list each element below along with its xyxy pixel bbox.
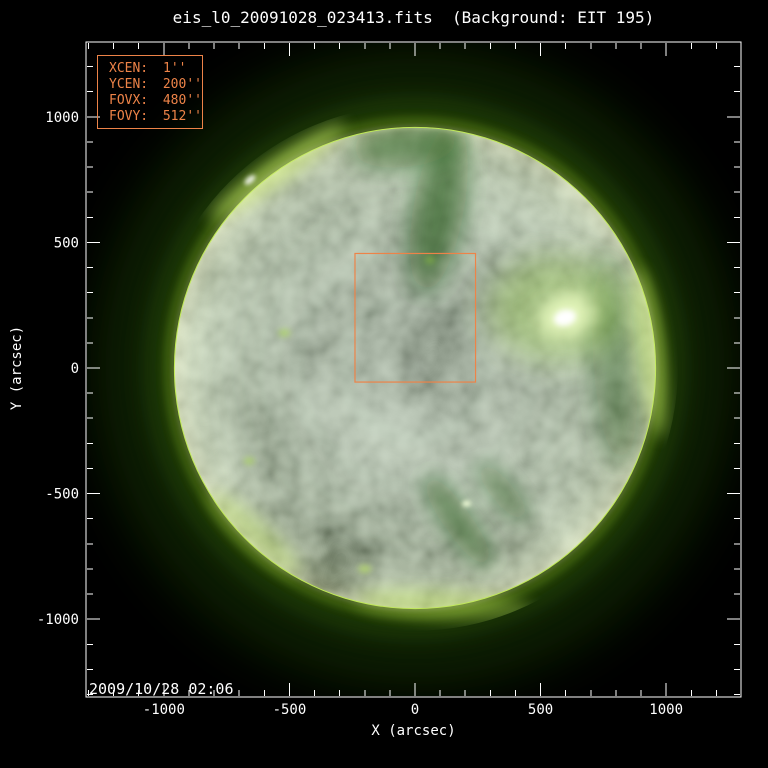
sun-feature-bright-point-2 [278, 328, 291, 337]
y-axis-label: Y (arcsec) [9, 325, 25, 411]
x-axis-label: X (arcsec) [371, 723, 456, 739]
sun-feature-bright-point-3 [243, 457, 255, 465]
ycen-label: YCEN: [109, 77, 149, 92]
image-timestamp: 2009/10/28 02:06 [89, 680, 234, 698]
fovy-value: 512 [162, 109, 187, 124]
plot-area[interactable] [86, 42, 741, 697]
sun-feature-limb-arc-right [631, 268, 668, 438]
sun-image-layer [87, 43, 740, 696]
sun-feature-dark-patch-top [352, 127, 458, 168]
y-tick-label: 500 [54, 235, 79, 251]
sun-feature-bright-point-4 [358, 564, 372, 573]
y-tick-label: 0 [71, 361, 79, 377]
xcen-label: XCEN: [109, 61, 149, 76]
x-tick-label: 0 [411, 702, 419, 718]
info-row-xcen: XCEN: 1 '' [109, 61, 202, 77]
y-tick-label: 1000 [45, 110, 79, 126]
sun-limb-features [172, 121, 668, 622]
info-row-fovx: FOVX: 480 '' [109, 93, 202, 109]
x-tick-label: 1000 [649, 702, 683, 718]
fov-box[interactable] [354, 252, 477, 383]
axis-frame [85, 41, 742, 698]
axes [85, 41, 742, 698]
plot-title: eis_l0_20091028_023413.fits (Background:… [172, 8, 655, 27]
y-tick-label: -500 [45, 487, 79, 503]
ycen-value: 200 [162, 77, 187, 92]
sun-feature-bright-point-1 [461, 500, 472, 507]
fovy-label: FOVY: [109, 109, 149, 124]
x-tick-label: -500 [273, 702, 307, 718]
info-row-fovy: FOVY: 512 '' [109, 109, 202, 125]
pointing-info-box: XCEN: 1 '' YCEN: 200 '' FOVX: 480 '' FOV… [97, 55, 203, 129]
sun-limb-rim [172, 125, 658, 611]
fovy-unit: '' [186, 109, 202, 124]
fovx-label: FOVX: [109, 93, 149, 108]
sun-feature-dark-lane-bottom-2 [477, 462, 529, 523]
sun-feature-bright-point-5 [425, 256, 436, 264]
ycen-unit: '' [186, 77, 202, 92]
sun-feature-limb-arc-lower-left [208, 492, 301, 576]
xcen-unit: '' [170, 61, 187, 76]
info-row-ycen: YCEN: 200 '' [109, 77, 202, 93]
x-tick-label: -1000 [143, 702, 185, 718]
sun-feature-limb-bright-point [244, 174, 256, 185]
fovx-value: 480 [162, 93, 187, 108]
tick-labels: -1000 -500 0 500 1000 -1000 -500 0 500 1000 [37, 110, 683, 718]
sun-feature-dark-channel-top [410, 127, 468, 292]
sun-glow-ring [146, 99, 684, 637]
fovx-unit: '' [186, 93, 202, 108]
y-tick-label: -1000 [37, 612, 79, 628]
sun-feature-dark-lane-bottom-1 [424, 475, 492, 568]
sun-disk-features [243, 127, 638, 573]
sun-feature-active-region-core [553, 309, 577, 327]
xcen-value: 1 [163, 61, 171, 76]
x-tick-label: 500 [528, 702, 553, 718]
